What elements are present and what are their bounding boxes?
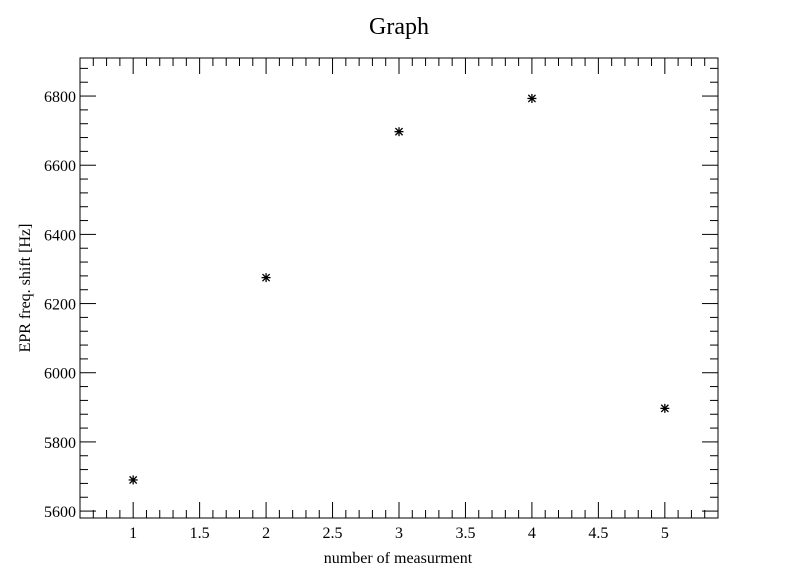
x-tick-label: 4 bbox=[528, 525, 536, 542]
x-tick-label: 3 bbox=[395, 525, 403, 542]
y-tick-label: 5800 bbox=[44, 435, 76, 452]
minor-ticks bbox=[79, 58, 719, 518]
y-tick-label: 5600 bbox=[44, 504, 76, 521]
data-point bbox=[394, 127, 404, 137]
y-tick-labels: 5600 5800 6000 6200 6400 6600 6800 bbox=[44, 89, 76, 521]
data-points bbox=[128, 93, 670, 485]
chart-title: Graph bbox=[369, 14, 429, 40]
y-axis-label: EPR freq. shift [Hz] bbox=[17, 224, 34, 353]
data-point bbox=[261, 273, 271, 283]
y-tick-label: 6400 bbox=[44, 227, 76, 244]
x-tick-label: 3.5 bbox=[455, 525, 475, 542]
major-ticks bbox=[80, 58, 718, 518]
y-tick-label: 6000 bbox=[44, 366, 76, 383]
y-tick-label: 6600 bbox=[44, 158, 76, 175]
data-point bbox=[128, 475, 138, 485]
x-tick-label: 5 bbox=[661, 525, 669, 542]
y-tick-label: 6200 bbox=[44, 297, 76, 314]
x-tick-label: 1.5 bbox=[190, 525, 210, 542]
y-tick-label: 6800 bbox=[44, 89, 76, 106]
x-tick-label: 2.5 bbox=[323, 525, 343, 542]
x-tick-label: 2 bbox=[262, 525, 270, 542]
data-point bbox=[527, 93, 537, 103]
data-point bbox=[660, 403, 670, 413]
x-tick-labels: 1 1.5 2 2.5 3 3.5 4 4.5 5 bbox=[129, 525, 669, 542]
x-tick-label: 4.5 bbox=[588, 525, 608, 542]
x-axis-label: number of measurment bbox=[324, 550, 473, 567]
x-tick-label: 1 bbox=[129, 525, 137, 542]
plot-frame bbox=[79, 57, 719, 519]
